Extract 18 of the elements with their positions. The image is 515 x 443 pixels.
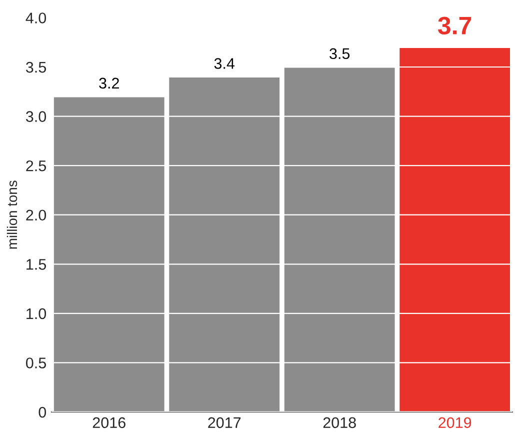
y-tick-label: 4.0 xyxy=(26,12,46,24)
data-label: 3.7 xyxy=(438,16,472,34)
y-tick-label: 2.5 xyxy=(26,160,46,172)
data-label: 3.2 xyxy=(99,78,119,89)
x-tick-label: 2019 xyxy=(438,417,472,428)
y-tick-label: 0.5 xyxy=(26,358,46,368)
data-label: 3.5 xyxy=(330,48,350,60)
x-tick-label: 2018 xyxy=(323,417,356,428)
y-tick-label: 2.0 xyxy=(26,210,46,221)
y-tick-label: 1.0 xyxy=(26,308,46,320)
y-tick-label: 0 xyxy=(38,406,46,418)
y-tick-label: 3.0 xyxy=(26,111,46,122)
y-tick-label: 3.5 xyxy=(26,62,46,73)
x-tick-label: 2016 xyxy=(92,417,126,428)
x-tick-label: 2017 xyxy=(208,417,241,428)
y-axis-title: million tons xyxy=(6,180,18,249)
data-label: 3.4 xyxy=(214,58,235,69)
y-tick-label: 1.5 xyxy=(26,259,46,270)
